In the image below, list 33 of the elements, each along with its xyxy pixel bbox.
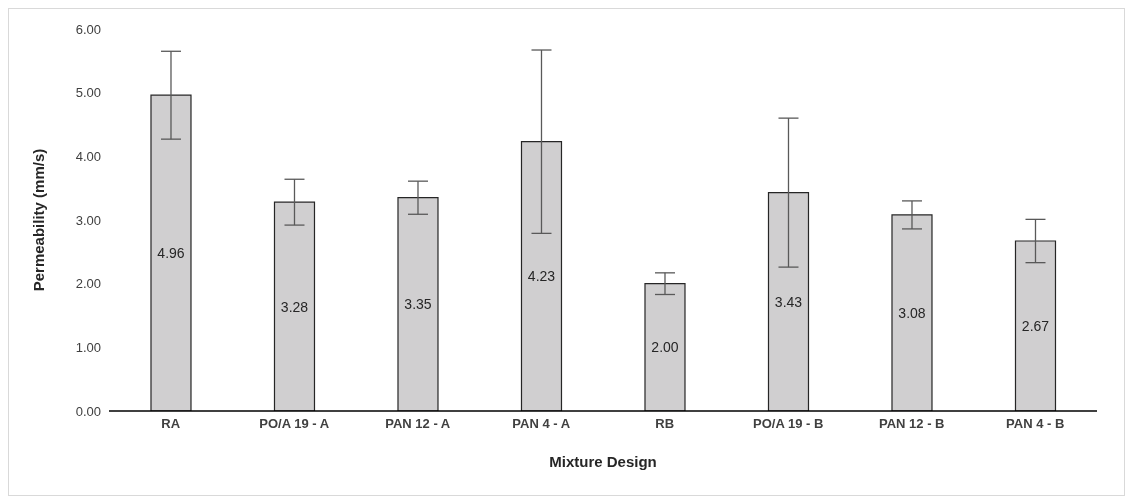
x-tick-label: PO/A 19 - B — [753, 416, 824, 432]
bar — [891, 214, 933, 411]
y-tick-label: 6.00 — [75, 21, 101, 37]
bar — [767, 192, 810, 411]
bar — [1014, 240, 1057, 411]
x-tick-label: RA — [161, 416, 181, 432]
bar — [273, 201, 316, 411]
y-tick-label: 4.00 — [75, 148, 101, 164]
y-tick-label: 3.00 — [75, 212, 101, 228]
x-tick-label: RB — [655, 416, 675, 432]
data-label: 2.67 — [1021, 317, 1050, 334]
bar — [520, 141, 563, 411]
x-tick-label: PAN 12 - B — [879, 416, 945, 432]
data-label: 3.08 — [898, 304, 926, 321]
x-tick-label: PAN 4 - A — [512, 416, 571, 432]
x-tick-label: PO/A 19 - A — [259, 416, 330, 432]
bar — [397, 197, 439, 411]
y-axis-title: Permeability (mm/s) — [30, 148, 48, 292]
y-tick-label: 2.00 — [75, 276, 101, 292]
y-tick-label: 0.00 — [75, 403, 101, 419]
x-axis-title: Mixture Design — [549, 453, 657, 470]
data-label: 2.00 — [651, 339, 679, 356]
bar — [150, 94, 192, 411]
data-label: 4.23 — [527, 268, 556, 285]
data-label: 4.96 — [157, 245, 185, 262]
bar — [644, 283, 686, 411]
x-tick-label: PAN 12 - A — [385, 416, 451, 432]
data-label: 3.43 — [774, 293, 803, 310]
x-tick-label: PAN 4 - B — [1006, 416, 1065, 432]
data-label: 3.28 — [280, 298, 309, 315]
y-tick-label: 5.00 — [75, 85, 101, 101]
data-label: 3.35 — [404, 296, 432, 313]
y-tick-label: 1.00 — [75, 339, 101, 355]
